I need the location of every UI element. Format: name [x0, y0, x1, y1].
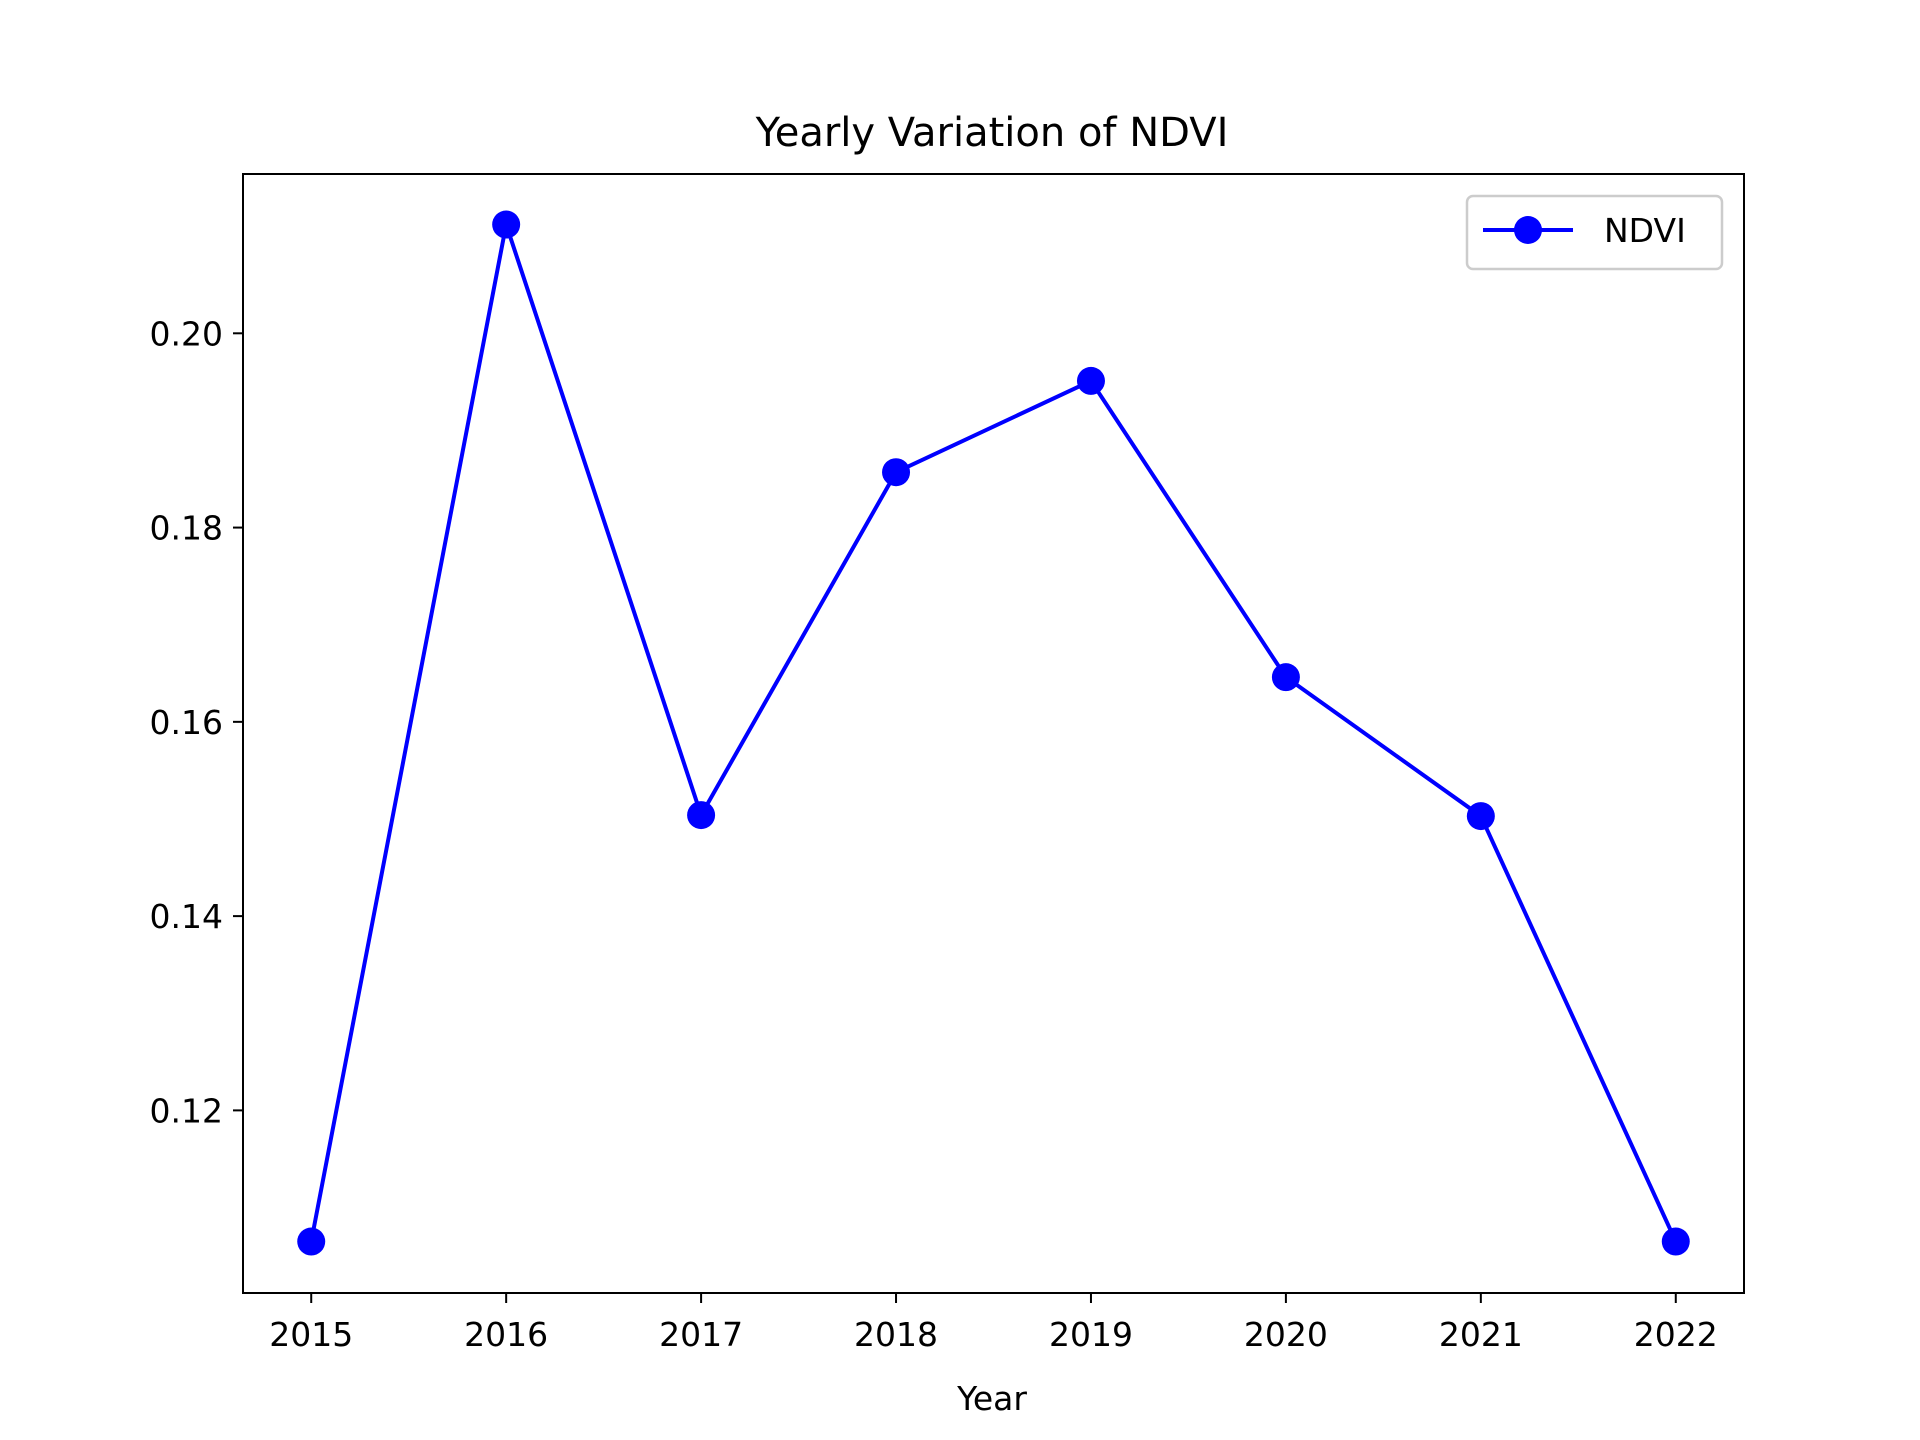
series-lines — [309, 222, 1678, 1243]
y-tick-label: 0.16 — [150, 703, 223, 742]
legend-entry-ndvi: NDVI — [1604, 211, 1686, 250]
series-points — [297, 210, 1690, 1256]
y-tick-label: 0.12 — [150, 1091, 223, 1130]
legend-box — [1465, 194, 1724, 271]
y-tick-label: 0.18 — [150, 509, 223, 548]
y-tick-label: 0.14 — [150, 897, 223, 936]
data-point — [1661, 1227, 1690, 1256]
data-point — [1076, 366, 1105, 395]
x-tick-label: 2018 — [854, 1315, 938, 1354]
y-tick-label: 0.20 — [150, 314, 223, 353]
y-axis-ticks: 0.12 0.14 0.16 0.18 0.20 — [150, 314, 243, 1130]
legend-marker-ndvi — [1514, 216, 1542, 244]
chart-title: Yearly Variation of NDVI — [755, 110, 1229, 156]
x-tick-label: 2016 — [464, 1315, 548, 1354]
data-point — [492, 210, 521, 239]
x-tick-label: 2017 — [659, 1315, 743, 1354]
series-line-ndvi — [309, 222, 1678, 1243]
x-tick-label: 2015 — [269, 1315, 353, 1354]
x-tick-label: 2019 — [1049, 1315, 1133, 1354]
data-point — [687, 801, 716, 830]
x-axis-ticks: 2015 2016 2017 2018 2019 2020 2021 2022 — [269, 1293, 1718, 1354]
x-axis-label: Year — [956, 1379, 1027, 1418]
data-point — [1271, 663, 1300, 692]
data-point — [297, 1227, 326, 1256]
legend: NDVI — [1465, 194, 1724, 271]
plot-area-frame — [242, 173, 1745, 1294]
data-point — [882, 458, 911, 487]
x-tick-label: 2020 — [1244, 1315, 1328, 1354]
x-tick-label: 2021 — [1439, 1315, 1523, 1354]
data-point — [1466, 802, 1495, 831]
x-tick-label: 2022 — [1634, 1315, 1718, 1354]
